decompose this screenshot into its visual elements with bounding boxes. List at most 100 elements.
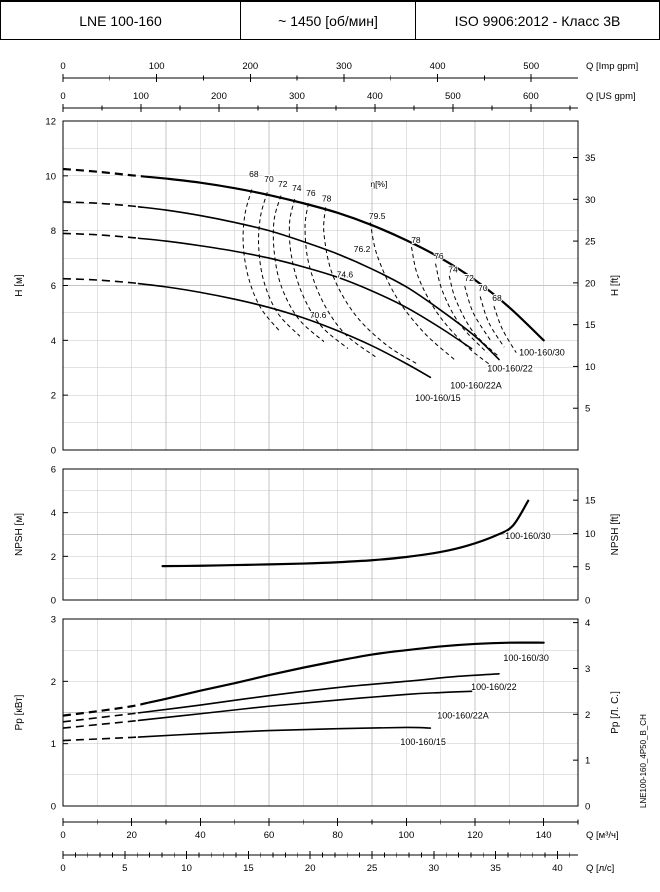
curve-dashed-100-160/22 [62,712,141,723]
curve-label: 100-160/22A [450,380,502,390]
curve-label: 100-160/30 [505,531,551,541]
tick-label: 10 [585,529,596,540]
curve-100-160/22 [137,206,500,361]
efficiency-label: 74.6 [337,269,354,279]
document-code-vertical: LNE100-160_4P50_B_CH [639,714,648,808]
efficiency-contour [304,203,376,358]
y-axis-title-left: H [м] [14,274,25,297]
curve-dashed-100-160/22A [62,719,141,729]
tick-label: 120 [467,830,483,841]
tick-label: 400 [430,61,446,72]
tick-label: 600 [523,91,539,102]
efficiency-label: 68 [249,169,259,179]
pump-speed: ~ 1450 [об/мин] [241,2,416,39]
axis-title: Q [м³/ч] [586,830,619,841]
tick-label: 80 [332,830,343,841]
tick-label: 60 [264,830,275,841]
efficiency-contour [272,195,325,343]
efficiency-label: 70.6 [310,310,327,320]
curve-label: 100-160/30 [503,653,549,663]
chart-frame [62,618,579,807]
efficiency-label: 74 [292,183,302,193]
tick-label: 20 [126,830,137,841]
efficiency-label: 70 [478,283,488,293]
curve-100-160/30 [147,175,545,342]
curve-label: 100-160/15 [415,393,461,403]
tick-label: 40 [552,863,563,874]
tick-label: 0 [51,802,56,813]
tick-label: 200 [242,61,258,72]
curve-dashed-100-160/30 [62,701,150,717]
test-standard: ISO 9906:2012 - Класс 3В [454,12,621,29]
efficiency-label: η[%] [370,179,387,189]
tick-label: 35 [490,863,501,874]
tick-label: 300 [289,91,305,102]
tick-label: 10 [585,362,596,373]
tick-label: 500 [523,61,539,72]
tick-label: 2 [585,710,590,721]
curve-dashed-100-160/22 [62,201,139,208]
tick-label: 140 [536,830,552,841]
tick-label: 0 [585,802,590,813]
curve-100-160/30 [147,641,545,704]
tick-label: 0 [60,863,65,874]
curve-100-160/15 [137,282,432,379]
header: LNE 100-160 ~ 1450 [об/мин] ISO 9906:201… [0,0,660,40]
y-axis-title-right: NPSH [ft] [610,513,621,555]
tick-label: 2 [51,552,56,563]
tick-label: 15 [243,863,254,874]
tick-label: 6 [51,281,56,292]
tick-label: 100 [133,91,149,102]
efficiency-label: 70 [264,174,274,184]
imp-gpm-axis: 0 100 200 300 400 500 Q [Imp gpm] [60,61,638,82]
tick-label: 5 [585,562,590,573]
m3h-axis: 0 20 40 60 80 100 120 140 Q [м³/ч] [60,818,619,841]
tick-label: 15 [585,320,596,331]
tick-label: 30 [429,863,440,874]
tick-label: 25 [367,863,378,874]
curve-label: 100-160/22A [437,711,489,721]
curve-100-160/22A [137,690,473,722]
power-chart: 0 1 2 3 0 1 2 3 4 Pp [кВт] Pp [Л. С.] 100-160/30 100… [14,615,621,813]
efficiency-contour [323,207,417,365]
tick-label: 1 [585,756,590,767]
tick-label: 0 [51,596,56,607]
tick-label: 40 [195,830,206,841]
tick-label: 6 [51,465,56,476]
tick-label: 400 [367,91,383,102]
curve-100-160/15 [137,726,432,738]
efficiency-contour [288,199,349,349]
tick-label: 4 [51,508,56,519]
tick-label: 3 [585,664,590,675]
efficiency-label: 76 [306,188,316,198]
curve-label: 100-160/22 [487,363,533,373]
efficiency-label: 72 [464,273,474,283]
tick-label: 8 [51,226,56,237]
tick-label: 0 [60,91,65,102]
tick-label: 20 [585,278,596,289]
curve-100-160/22A [137,237,473,350]
efficiency-contour [464,285,491,341]
tick-label: 100 [398,830,414,841]
tick-label: 0 [60,61,65,72]
tick-label: 0 [585,596,590,607]
axis-title: Q [л/с] [586,863,614,874]
efficiency-contour [369,222,455,360]
efficiency-label: 72 [278,179,288,189]
pump-model: LNE 100-160 [1,2,241,39]
y-axis-title-right: H [ft] [610,275,621,296]
efficiency-label: 78 [411,235,421,245]
axis-title: Q [US gpm] [586,91,636,102]
tick-label: 20 [305,863,316,874]
tick-label: 3 [51,615,56,626]
tick-label: 1 [51,739,56,750]
tick-label: 100 [149,61,165,72]
tick-label: 4 [51,336,56,347]
tick-label: 25 [585,237,596,248]
curve-label: 100-160/15 [400,737,446,747]
efficiency-label: 76 [434,251,444,261]
curve-label: 100-160/22 [471,682,517,692]
y-axis-title-left: Pp [кВт] [14,694,25,730]
tick-label: 30 [585,195,596,206]
